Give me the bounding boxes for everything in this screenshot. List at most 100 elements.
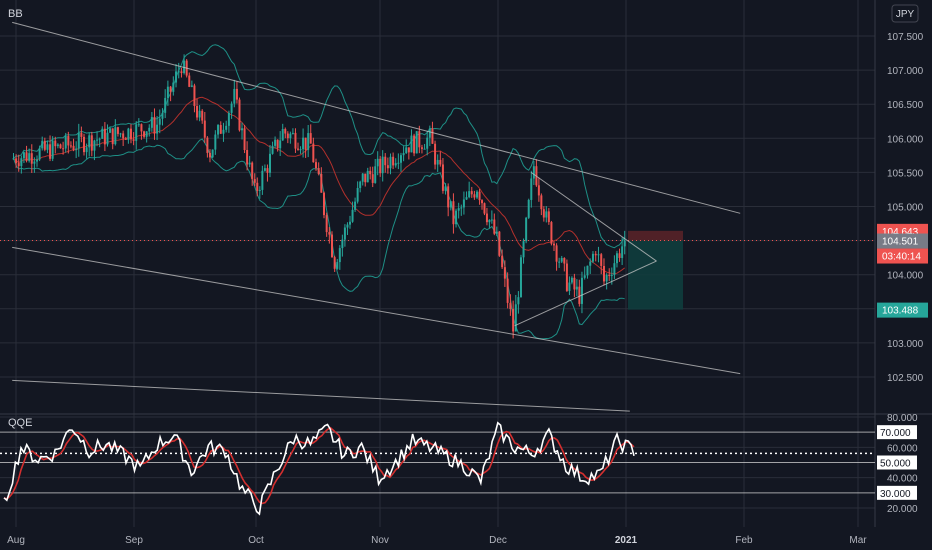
- candle-body: [394, 163, 397, 166]
- candle: [542, 206, 545, 222]
- candle: [124, 136, 127, 140]
- candle-body: [449, 201, 452, 208]
- candle-body: [506, 278, 509, 303]
- candle: [98, 137, 101, 148]
- candle-body: [64, 136, 67, 149]
- candle-body: [93, 140, 96, 151]
- qqe-tick-label: 60.000: [887, 443, 918, 454]
- candle-body: [82, 136, 85, 153]
- candle: [230, 101, 233, 119]
- candle: [452, 193, 455, 234]
- candle-body: [299, 149, 302, 151]
- candle: [233, 79, 236, 108]
- candle-body: [156, 124, 159, 134]
- candle: [481, 199, 484, 210]
- candle-body: [488, 219, 491, 223]
- countdown-badge-text: 03:40:14: [882, 252, 921, 263]
- candle-body: [452, 201, 455, 225]
- candle-body: [193, 85, 196, 107]
- time-tick-label: Sep: [125, 535, 143, 546]
- candle-body: [583, 275, 586, 278]
- candle: [336, 258, 339, 270]
- candle-body: [261, 170, 264, 190]
- candle: [540, 193, 543, 216]
- candle-body: [553, 243, 555, 246]
- candle-body: [62, 148, 65, 150]
- take-profit-zone: [628, 240, 683, 310]
- candle: [304, 137, 307, 158]
- candle: [135, 121, 138, 150]
- candle: [575, 279, 578, 297]
- candle: [591, 251, 594, 264]
- candle: [351, 201, 354, 223]
- candle-body: [114, 127, 117, 145]
- candle: [243, 124, 246, 154]
- candle: [366, 167, 369, 183]
- candle-body: [483, 203, 486, 214]
- candle: [312, 137, 315, 163]
- qqe-tick-label: 40.000: [887, 474, 918, 485]
- axes: 107.500 107.000 106.500 106.000 105.500 105.0…: [7, 32, 928, 546]
- candle-body: [276, 139, 279, 149]
- candle-body: [198, 110, 201, 118]
- currency-button[interactable]: JPY: [891, 4, 919, 23]
- candle-body: [397, 162, 400, 164]
- candle: [30, 144, 33, 173]
- candle-body: [41, 140, 44, 149]
- candle: [349, 215, 351, 229]
- candle: [51, 136, 54, 162]
- qqe-tick-label: 20.000: [887, 504, 918, 515]
- candle-body: [67, 136, 70, 146]
- candle-body: [243, 128, 246, 151]
- candle-body: [238, 99, 241, 131]
- candle-body: [286, 133, 289, 139]
- candle: [177, 62, 180, 79]
- candle: [201, 109, 204, 124]
- candle: [455, 208, 458, 228]
- candle-body: [402, 153, 405, 156]
- candle: [405, 139, 408, 154]
- candle-body: [129, 128, 132, 140]
- candle-body: [389, 156, 392, 169]
- candle: [478, 189, 481, 205]
- price-tick-label: 107.500: [887, 32, 924, 43]
- target-price-badge-text: 103.488: [882, 306, 919, 317]
- candle-body: [379, 158, 382, 174]
- time-tick-label: Dec: [489, 535, 507, 546]
- candle-body: [251, 162, 254, 180]
- candle: [188, 72, 191, 88]
- candle-body: [509, 302, 512, 309]
- candle-body: [457, 208, 460, 211]
- candle: [116, 126, 119, 137]
- candle: [166, 80, 169, 106]
- candle: [161, 108, 164, 126]
- candle: [119, 132, 122, 138]
- candle-body: [271, 145, 274, 154]
- candle-body: [35, 159, 38, 162]
- candle: [172, 76, 175, 96]
- candle: [589, 258, 592, 274]
- candle-body: [127, 128, 130, 140]
- candle-body: [230, 103, 233, 113]
- candle-body: [51, 140, 54, 159]
- candle: [33, 157, 36, 173]
- candle: [85, 143, 88, 159]
- candle: [156, 116, 159, 141]
- candle-body: [208, 152, 211, 158]
- candle-body: [444, 186, 447, 191]
- time-tick-label: Mar: [849, 535, 867, 546]
- candle-body: [222, 129, 225, 134]
- grid-lines: [0, 0, 932, 527]
- candle-body: [455, 210, 458, 225]
- candle: [219, 121, 222, 135]
- candle-body: [77, 132, 80, 149]
- candle: [328, 227, 331, 244]
- candle-body: [54, 140, 57, 147]
- candle-body: [525, 217, 528, 242]
- candle-body: [164, 97, 167, 113]
- candle-body: [211, 149, 214, 158]
- qqe-fast-line: [3, 421, 635, 516]
- candle: [333, 255, 336, 272]
- countdown-badge-bg: [877, 248, 928, 264]
- candle-body: [490, 219, 493, 221]
